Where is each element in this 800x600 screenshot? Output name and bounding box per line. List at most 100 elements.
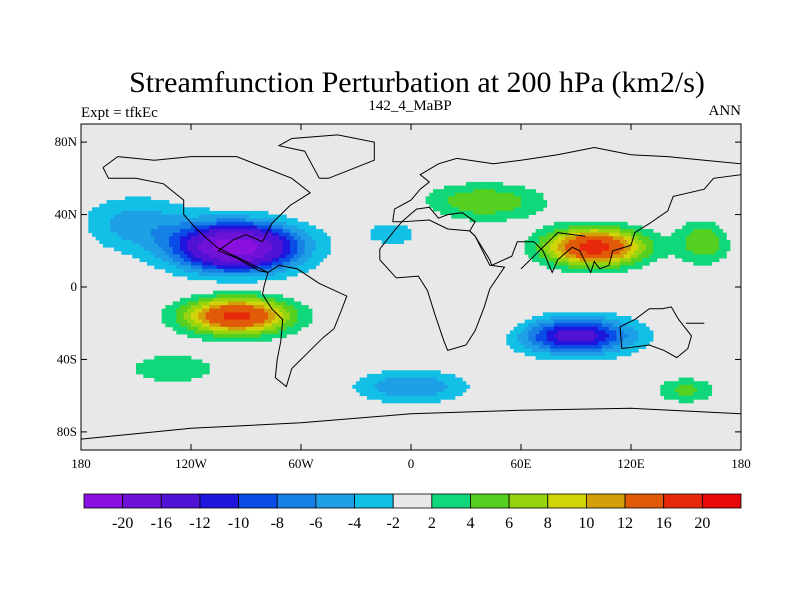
field-cell (546, 239, 555, 244)
field-cell (304, 243, 317, 248)
field-cell (290, 229, 306, 234)
field-cell (664, 381, 709, 386)
field-cell (568, 239, 588, 244)
field-cell (590, 229, 599, 234)
field-cell (653, 247, 687, 252)
field-cell (645, 243, 654, 248)
colorbar-swatch (470, 493, 510, 509)
field-cell (447, 196, 522, 201)
field-cell (623, 330, 639, 335)
field-cell (686, 243, 720, 248)
colorbar-label: -8 (271, 515, 284, 532)
colorbar-swatch (663, 493, 703, 509)
field-cell (447, 384, 471, 389)
field-cell (378, 388, 445, 393)
field-cell (532, 315, 551, 320)
field-cell (271, 232, 280, 237)
field-cell (638, 330, 654, 335)
field-cell (678, 392, 694, 397)
field-cell (528, 334, 537, 339)
field-cell (180, 221, 218, 226)
lon-tick-label: 180 (71, 456, 91, 471)
field-cell (279, 232, 291, 237)
field-cell (176, 265, 192, 270)
field-cell (216, 239, 254, 244)
field-cell (169, 254, 181, 259)
field-cell (612, 254, 625, 259)
field-cell (660, 388, 676, 393)
field-cell (568, 225, 621, 230)
field-cell (711, 229, 724, 234)
field-cell (620, 232, 632, 237)
field-cell (110, 221, 181, 226)
field-cell (601, 250, 621, 255)
field-cell (286, 326, 302, 331)
field-cell (517, 337, 529, 342)
field-cell (557, 243, 566, 248)
field-cell (198, 247, 214, 252)
map-axes: 80N 40N 0 40S 80S 180 120W 60W 0 60E 120E 180 (55, 123, 751, 471)
field-cell (275, 312, 284, 317)
field-cell (444, 388, 467, 393)
field-cell (620, 239, 628, 244)
field-cell (693, 261, 713, 266)
field-cell (297, 312, 313, 317)
field-cell (645, 247, 654, 252)
field-cell (539, 344, 551, 349)
field-cell (535, 247, 544, 252)
field-cell (634, 341, 650, 346)
field-cell (546, 258, 559, 263)
field-cell (209, 323, 221, 328)
field-cell (297, 247, 306, 252)
field-cell (198, 214, 251, 219)
field-cell (209, 308, 265, 313)
field-cell (191, 323, 203, 328)
field-cell (524, 352, 551, 357)
field-cell (308, 232, 328, 237)
field-cell (165, 323, 181, 328)
field-cell (282, 225, 298, 230)
field-cell (293, 305, 309, 310)
colorbar-swatch (315, 493, 355, 509)
field-cell (194, 319, 203, 324)
field-cell (521, 203, 548, 208)
field-cell (257, 294, 284, 299)
field-cell (535, 334, 548, 339)
field-cell (293, 323, 309, 328)
field-cell (286, 319, 298, 324)
field-cell (246, 326, 265, 331)
lat-tick-label: 80N (55, 134, 78, 149)
field-cell (568, 261, 621, 266)
lat-tick-label: 40S (57, 351, 77, 366)
field-cell (150, 229, 181, 234)
field-cell (620, 229, 636, 234)
field-cell (187, 276, 287, 281)
field-cell (264, 305, 273, 310)
field-cell (675, 254, 727, 259)
field-cell (264, 301, 276, 306)
field-cell (180, 305, 192, 310)
field-cell (216, 265, 258, 270)
field-cell (638, 243, 647, 248)
field-cell (293, 236, 302, 241)
field-cell (275, 218, 298, 223)
field-cell (554, 261, 570, 266)
field-cell (95, 236, 122, 241)
field-cell (557, 247, 566, 252)
lat-tick-label: 80S (57, 424, 77, 439)
field-cell (161, 258, 174, 263)
map-title: Streamfunction Perturbation at 200 hPa (… (129, 66, 705, 99)
field-cell (209, 225, 258, 230)
field-cell (506, 334, 518, 339)
field-cell (539, 239, 548, 244)
field-cell (546, 250, 555, 255)
field-cell (554, 341, 599, 346)
field-cell (268, 312, 276, 317)
field-cell (187, 232, 199, 237)
field-cell (385, 377, 438, 382)
field-cell (620, 326, 636, 331)
field-cell (425, 200, 449, 205)
field-cell (183, 268, 203, 273)
field-cell (187, 239, 203, 244)
field-cell (282, 239, 291, 244)
